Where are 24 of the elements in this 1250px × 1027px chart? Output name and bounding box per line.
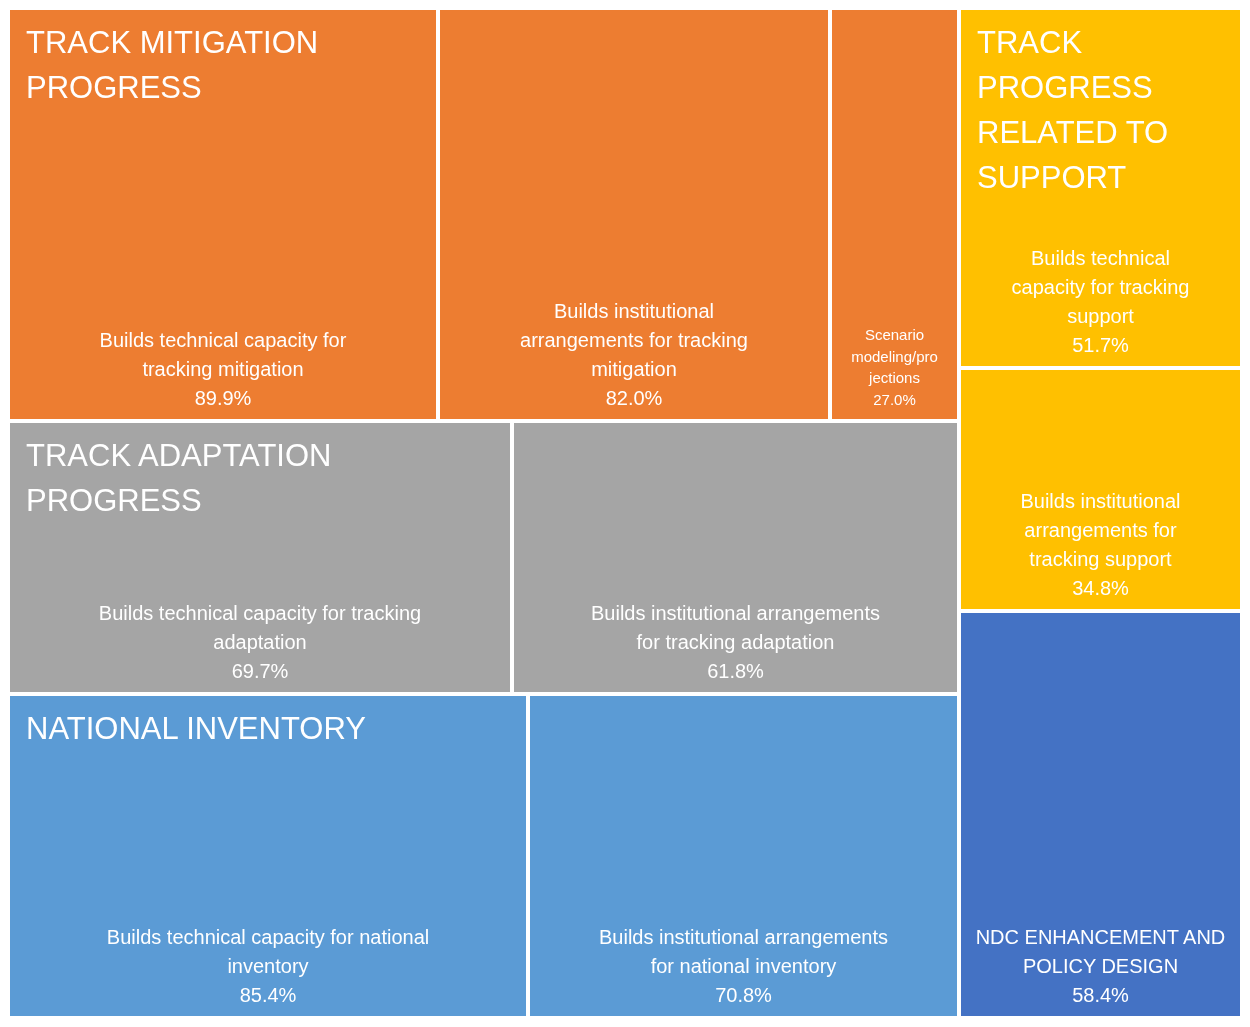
data-label: 85.4% bbox=[239, 984, 297, 1006]
data-label: 82.0% bbox=[605, 387, 663, 409]
data-label: 27.0% bbox=[873, 391, 916, 408]
category-label: Builds institutional arrangements for tracking mitigation bbox=[520, 300, 748, 380]
series-label: NATIONAL INVENTORY bbox=[26, 711, 366, 746]
category-label: Builds institutional arrangements for tracking adaptation bbox=[590, 602, 881, 653]
category-label: Builds institutional arrangements for national inventory bbox=[598, 926, 889, 977]
category-label: Builds technical capacity for tracking support bbox=[1011, 247, 1190, 327]
data-label: 58.4% bbox=[1072, 984, 1130, 1006]
category-label: NDC ENHANCEMENT AND POLICY DESIGN bbox=[975, 926, 1226, 977]
series-label: TRACK PROGRESS RELATED TO SUPPORT bbox=[977, 25, 1169, 195]
category-label: Builds technical capacity for tracking mitigation bbox=[99, 329, 347, 380]
data-label: 34.8% bbox=[1072, 577, 1130, 599]
data-label: 69.7% bbox=[231, 660, 289, 682]
data-label: 70.8% bbox=[715, 984, 773, 1006]
data-label: 89.9% bbox=[194, 387, 252, 409]
category-label: Builds institutional arrangements for tracking support bbox=[1020, 490, 1181, 570]
data-label: 61.8% bbox=[707, 660, 765, 682]
category-label: Builds technical capacity for national inventory bbox=[106, 926, 430, 977]
category-label: Builds technical capacity for tracking adaptation bbox=[98, 602, 422, 653]
data-label: 51.7% bbox=[1072, 334, 1130, 356]
series-label: TRACK MITIGATION PROGRESS bbox=[26, 25, 319, 105]
category-label: Scenario modeling/projections bbox=[851, 325, 938, 387]
series-label: TRACK ADAPTATION PROGRESS bbox=[26, 438, 332, 518]
